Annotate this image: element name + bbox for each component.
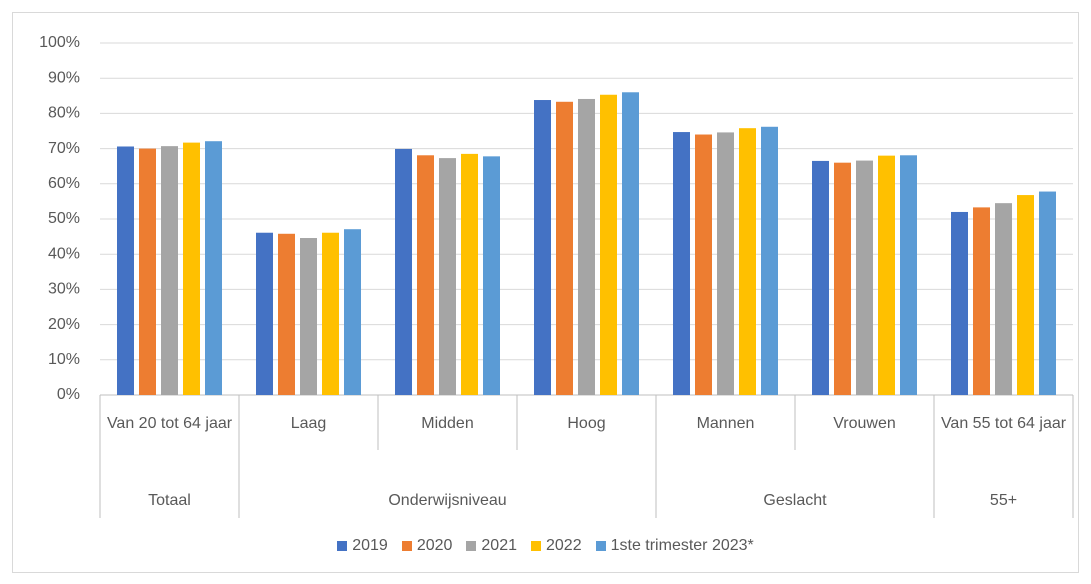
bar: [139, 148, 156, 395]
legend-item: 2021: [466, 537, 517, 555]
y-tick-label: 90%: [48, 69, 80, 86]
bar: [205, 141, 222, 395]
bar: [973, 207, 990, 395]
bar: [417, 155, 434, 395]
bar: [995, 203, 1012, 395]
bar: [1039, 191, 1056, 395]
legend-item: 1ste trimester 2023*: [595, 537, 754, 555]
bar: [395, 148, 412, 395]
x-tick-label: Midden: [421, 415, 474, 432]
legend-swatch: [466, 541, 477, 551]
chart-border: [12, 12, 1079, 573]
x-tick-label: Hoog: [567, 415, 606, 432]
x-tick-label: Vrouwen: [833, 415, 896, 432]
legend-label: 1ste trimester 2023*: [610, 537, 754, 554]
bar: [739, 128, 756, 395]
bar: [322, 232, 339, 395]
group-label: Totaal: [148, 492, 191, 509]
bar: [344, 229, 361, 395]
legend: 2019 2020 2021 2022 1ste trimester 2023*: [0, 537, 1091, 555]
bar: [300, 238, 317, 395]
y-tick-label: 60%: [48, 175, 80, 192]
group-label: 55+: [989, 492, 1018, 509]
bar: [161, 146, 178, 395]
bar: [578, 98, 595, 395]
x-tick-label: Mannen: [696, 415, 755, 432]
y-tick-label: 10%: [48, 351, 80, 368]
legend-swatch: [595, 541, 606, 551]
y-tick-label: 80%: [48, 105, 80, 122]
bar: [439, 158, 456, 395]
bar: [812, 160, 829, 395]
y-tick-label: 30%: [48, 281, 80, 298]
bar: [695, 134, 712, 395]
bar: [256, 232, 273, 395]
bar: [556, 101, 573, 395]
bar: [878, 155, 895, 395]
legend-label: 2022: [546, 537, 582, 554]
bar: [856, 160, 873, 395]
bar: [600, 94, 617, 395]
group-label: Geslacht: [763, 492, 827, 509]
legend-swatch: [401, 541, 412, 551]
y-tick-label: 0%: [57, 386, 80, 403]
y-tick-label: 70%: [48, 140, 80, 157]
x-tick-label: Laag: [290, 415, 327, 432]
group-label: Onderwijsniveau: [388, 492, 507, 509]
bar: [834, 162, 851, 395]
bar: [673, 132, 690, 395]
legend-label: 2020: [416, 537, 453, 554]
bar: [717, 132, 734, 395]
bar: [534, 100, 551, 396]
bar: [483, 156, 500, 395]
y-tick-label: 100%: [39, 34, 80, 51]
legend-label: 2021: [481, 537, 517, 554]
legend-item: 2022: [531, 537, 582, 555]
legend-item: 2019: [337, 537, 388, 555]
x-tick-label: Van 55 tot 64 jaar: [940, 415, 1067, 432]
bar: [278, 233, 295, 395]
bar: [900, 155, 917, 395]
bar: [461, 153, 478, 395]
legend-swatch: [531, 541, 541, 551]
legend-label: 2019: [352, 537, 388, 554]
bar: [951, 211, 968, 395]
y-tick-label: 20%: [48, 316, 80, 333]
bar: [117, 146, 134, 395]
bar: [183, 142, 200, 395]
bar: [1017, 195, 1034, 395]
legend-item: 2020: [401, 537, 453, 555]
legend-swatch: [337, 541, 348, 551]
y-tick-label: 40%: [48, 245, 80, 262]
bar: [622, 92, 639, 395]
bar: [761, 126, 778, 395]
y-tick-label: 50%: [48, 210, 80, 227]
x-tick-label: Van 20 tot 64 jaar: [106, 415, 233, 432]
